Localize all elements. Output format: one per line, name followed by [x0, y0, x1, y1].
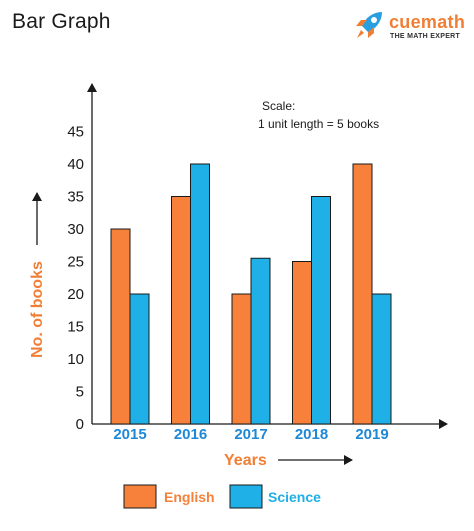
y-tick-label: 5 — [76, 384, 84, 401]
brand-tagline: THE MATH EXPERT — [390, 33, 461, 40]
y-tick-labels: 0 5 10 15 20 25 30 35 40 45 — [67, 124, 84, 434]
y-tick-label: 40 — [67, 156, 84, 173]
x-tick-label-2018: 2018 — [295, 426, 328, 443]
bar-english-2017 — [231, 293, 252, 425]
y-tick-label: 30 — [67, 221, 84, 238]
bar-science-2017 — [250, 257, 271, 425]
bars — [110, 163, 392, 425]
legend-label-science: Science — [268, 489, 321, 505]
y-axis-title: No. of books — [29, 261, 46, 358]
rocket-icon — [356, 12, 382, 38]
y-tick-label: 0 — [76, 416, 84, 433]
x-axis-title: Years — [224, 452, 267, 469]
x-tick-label-2015: 2015 — [113, 426, 146, 443]
bar-english-2018 — [292, 261, 312, 425]
brand-logo: cuemath THE MATH EXPERT — [352, 6, 472, 46]
bar-science-2016 — [190, 163, 210, 425]
bar-science-2019 — [371, 293, 392, 425]
brand-name: cuemath — [389, 12, 466, 32]
bar-english-2019 — [352, 163, 373, 425]
y-tick-label: 10 — [67, 351, 84, 368]
legend-label-english: English — [164, 489, 215, 505]
y-tick-label: 25 — [67, 254, 84, 271]
y-tick-label: 45 — [67, 124, 84, 141]
x-tick-label-2019: 2019 — [355, 426, 388, 443]
legend-swatch-science — [229, 484, 263, 509]
y-tick-label: 35 — [67, 189, 84, 206]
x-tick-label-2016: 2016 — [174, 426, 207, 443]
scale-note-line2: 1 unit length = 5 books — [258, 117, 379, 131]
y-tick-label: 20 — [67, 286, 84, 303]
bar-science-2018 — [311, 196, 331, 425]
bar-english-2016 — [171, 196, 191, 425]
bar-science-2015 — [129, 293, 150, 425]
x-tick-label-2017: 2017 — [234, 426, 267, 443]
scale-note-line1: Scale: — [262, 99, 295, 113]
bar-english-2015 — [110, 228, 131, 425]
page-title: Bar Graph — [12, 10, 111, 33]
legend-swatch-english — [123, 484, 157, 509]
x-tick-labels: 2015 2016 2017 2018 2019 — [113, 426, 388, 443]
legend: English Science — [123, 484, 321, 509]
y-tick-label: 15 — [67, 319, 84, 336]
